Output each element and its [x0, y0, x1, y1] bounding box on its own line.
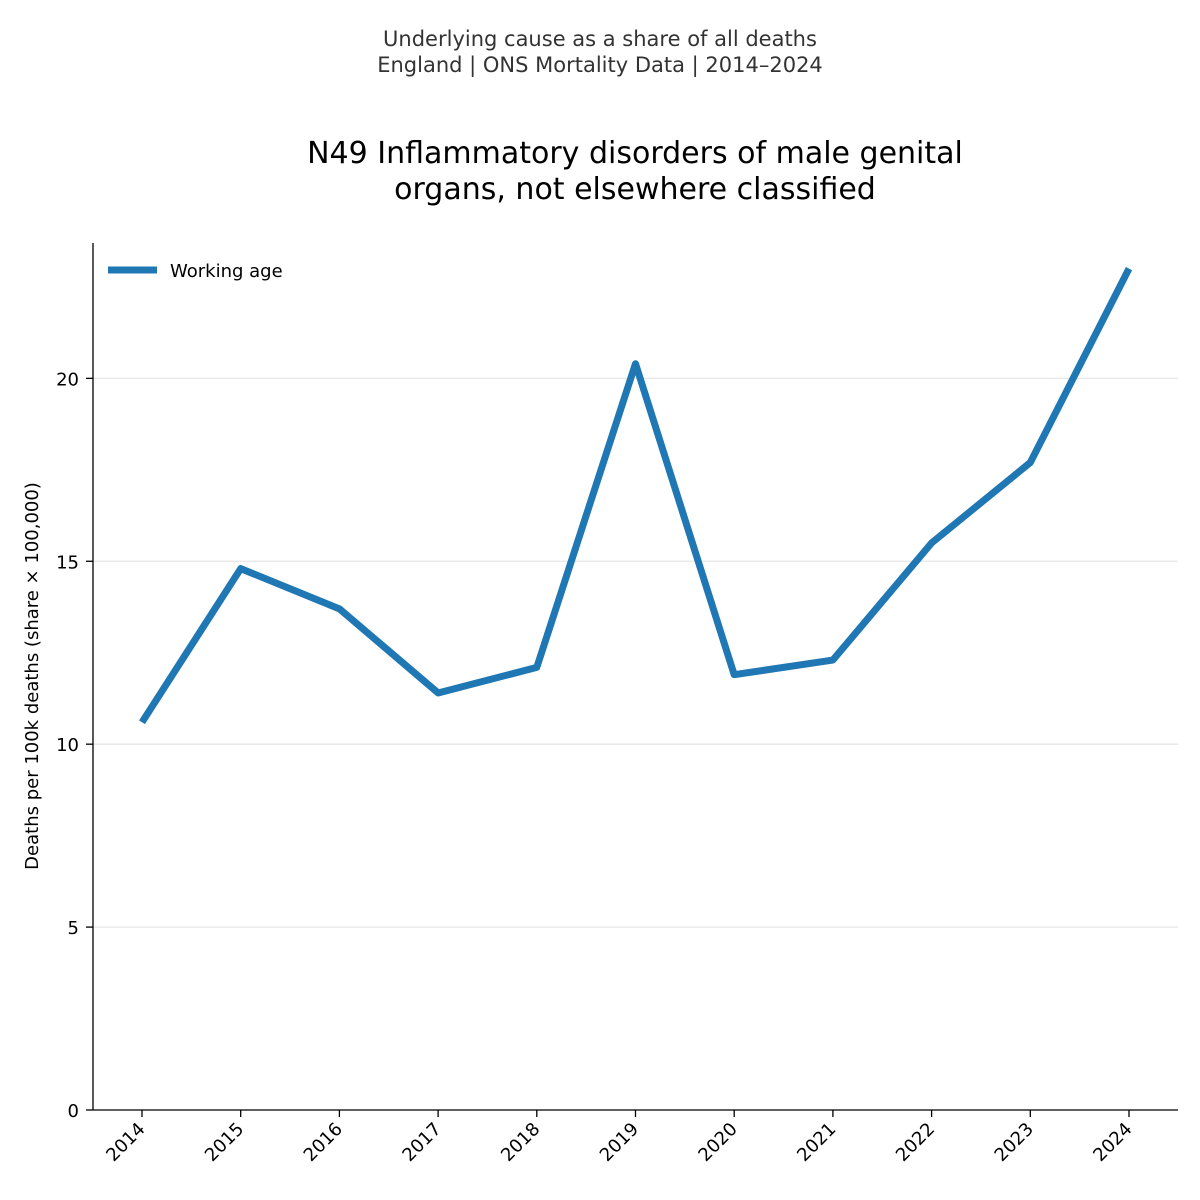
x-tick-label-2017: 2017: [398, 1119, 445, 1166]
series-layer: [139, 267, 1133, 725]
x-tick-label-2019: 2019: [596, 1119, 643, 1166]
chart-subtitle-line1: Underlying cause as a share of all death…: [383, 27, 817, 51]
chart-title-line2: organs, not elsewhere classified: [394, 172, 876, 207]
x-tick-label-2022: 2022: [892, 1119, 939, 1166]
y-tick-label-10: 10: [56, 735, 79, 756]
chart-title-line1: N49 Inflammatory disorders of male genit…: [307, 136, 963, 171]
series-line-working-age: [139, 267, 1133, 725]
y-ticks: 0 5 10 15 20: [56, 369, 93, 1122]
gridlines: [93, 377, 1178, 928]
x-tick-label-2018: 2018: [497, 1119, 544, 1166]
y-tick-label-15: 15: [56, 552, 79, 573]
x-tick-label-2024: 2024: [1089, 1119, 1136, 1166]
legend-label-working-age: Working age: [170, 261, 283, 282]
x-tick-label-2014: 2014: [102, 1119, 149, 1166]
chart-subtitle-line2: England | ONS Mortality Data | 2014–2024: [377, 53, 823, 77]
y-tick-label-5: 5: [68, 918, 79, 939]
x-tick-label-2021: 2021: [793, 1119, 840, 1166]
legend: Working age: [108, 261, 283, 282]
x-ticks: 2014 2015 2016 2017 2018 2019 2020 2021 2022 2023…: [102, 1110, 1137, 1166]
y-axis-label: Deaths per 100k deaths (share × 100,000): [22, 482, 43, 870]
y-tick-label-20: 20: [56, 369, 79, 390]
x-tick-label-2016: 2016: [300, 1119, 347, 1166]
x-tick-label-2023: 2023: [991, 1119, 1038, 1166]
y-tick-label-0: 0: [68, 1101, 79, 1122]
x-tick-label-2020: 2020: [694, 1119, 741, 1166]
x-tick-label-2015: 2015: [201, 1119, 248, 1166]
